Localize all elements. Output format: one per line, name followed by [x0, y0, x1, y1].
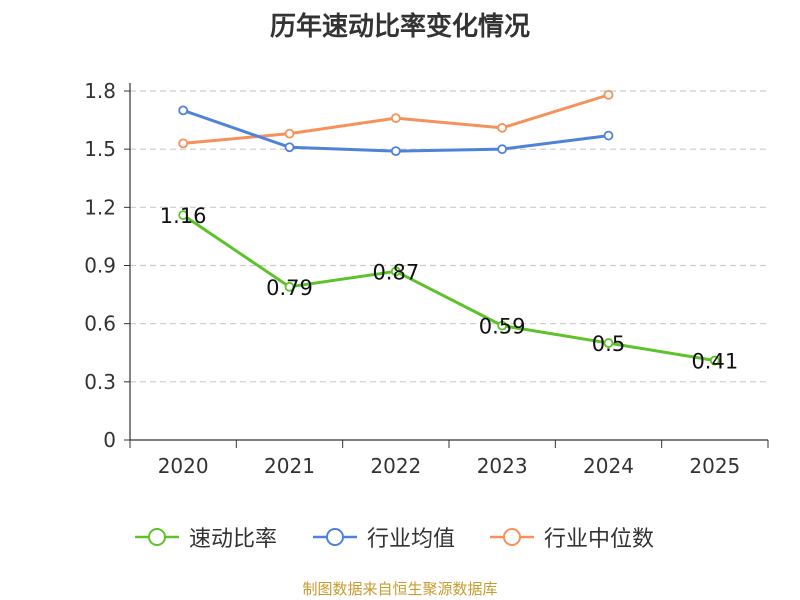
legend-label-quick-ratio: 速动比率	[189, 527, 278, 552]
x-tick-label: 2021	[264, 454, 315, 478]
data-point	[284, 142, 295, 153]
data-point	[178, 210, 189, 220]
grid-lines	[130, 90, 768, 383]
data-label: 0.5	[592, 332, 625, 356]
y-tick-label: 0	[103, 428, 116, 452]
axes: 0 0.3 0.6 0.9 1.2 1.5 1.8 2020 2021 2022 2023 2024 2…	[84, 79, 769, 478]
data-point	[390, 146, 401, 157]
x-tick-label: 2020	[158, 454, 209, 478]
legend-label-industry-mean: 行业均值	[367, 527, 456, 552]
data-point	[178, 138, 189, 149]
data-point	[284, 128, 295, 139]
data-point	[603, 89, 614, 100]
data-point	[390, 266, 401, 277]
y-tick-label: 1.8	[84, 79, 116, 103]
data-label: 1.16	[160, 204, 207, 228]
source-note: 制图数据来自恒生聚源数据库	[302, 580, 498, 598]
data-point	[709, 355, 720, 366]
data-point	[497, 320, 508, 331]
y-tick-label: 0.9	[84, 254, 116, 278]
data-point	[284, 281, 295, 292]
y-tick-label: 0.6	[84, 312, 116, 336]
series-lines	[178, 89, 720, 366]
legend-item-industry-mean[interactable]: 行业均值	[311, 520, 455, 554]
data-point	[390, 113, 401, 124]
data-label: 0.59	[479, 315, 526, 339]
data-labels: 1.16 0.79 0.87 0.59 0.5 0.41	[160, 204, 738, 373]
x-tick-label: 2024	[583, 454, 634, 478]
data-label: 0.79	[266, 276, 313, 300]
x-tick-label: 2023	[477, 454, 528, 478]
y-tick-label: 0.3	[84, 370, 116, 394]
legend-item-quick-ratio[interactable]: 速动比率	[133, 520, 277, 554]
series-line	[182, 213, 716, 362]
data-point	[603, 338, 614, 348]
legend-label-industry-median: 行业中位数	[544, 527, 655, 552]
y-tick-label: 1.5	[84, 137, 116, 161]
data-label: 0.87	[372, 260, 419, 284]
x-tick-label: 2022	[370, 454, 421, 478]
data-point	[497, 144, 508, 155]
data-point	[497, 122, 508, 133]
legend-item-industry-median[interactable]: 行业中位数	[488, 520, 654, 554]
x-tick-label: 2025	[689, 454, 740, 478]
data-point	[603, 130, 614, 141]
data-point	[178, 105, 189, 116]
data-label: 0.41	[691, 350, 738, 374]
chart-title: 历年速动比率变化情况	[269, 12, 530, 42]
y-tick-label: 1.2	[84, 195, 116, 219]
